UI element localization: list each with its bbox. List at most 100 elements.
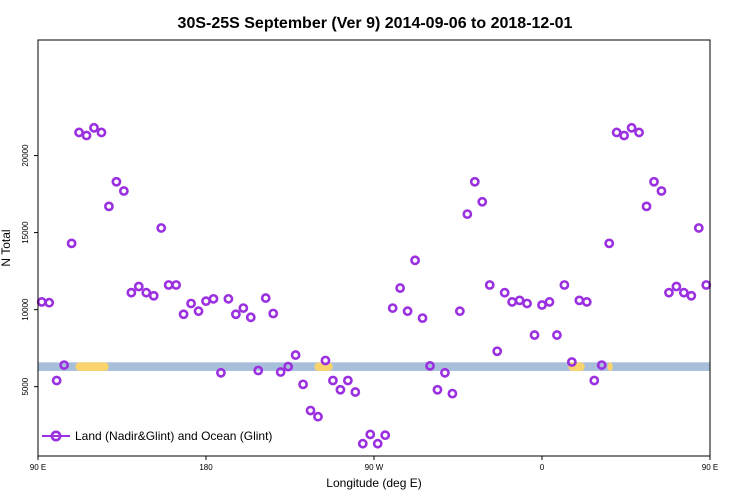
data-point	[507, 297, 518, 307]
data-point	[342, 375, 353, 386]
data-point	[260, 293, 271, 303]
data-point	[148, 290, 159, 301]
data-point	[664, 287, 674, 298]
data-point	[469, 176, 480, 187]
data-point	[201, 296, 211, 307]
data-point	[238, 303, 249, 313]
coverage-band	[38, 362, 710, 371]
legend: Land (Nadir&Glint) and Ocean (Glint)	[42, 429, 272, 443]
x-tick-label: 90 W	[365, 463, 384, 472]
data-point	[193, 306, 204, 317]
data-point	[81, 130, 92, 141]
data-point	[298, 379, 308, 390]
legend-label: Land (Nadir&Glint) and Ocean (Glint)	[75, 429, 272, 443]
data-point	[163, 280, 174, 290]
data-point	[410, 255, 420, 266]
data-point	[133, 281, 144, 292]
data-point	[537, 300, 547, 310]
data-point	[305, 405, 316, 416]
data-point	[223, 293, 234, 304]
data-point	[395, 283, 406, 293]
data-point	[89, 122, 99, 133]
data-point	[611, 127, 622, 138]
data-point	[126, 287, 137, 298]
data-point	[51, 375, 62, 386]
data-point	[649, 176, 659, 187]
data-point	[559, 280, 570, 290]
data-point	[514, 295, 525, 306]
data-point	[552, 330, 562, 340]
band-land-segment	[607, 362, 613, 371]
data-point	[275, 367, 286, 377]
data-point	[335, 384, 346, 395]
data-point	[693, 223, 704, 233]
data-point	[417, 313, 428, 324]
x-axis-label: Longitude (deg E)	[326, 476, 421, 490]
y-axis-ticks: 5000 10000 15000 20000	[21, 144, 38, 396]
x-tick-label: 90 E	[702, 463, 718, 472]
data-point	[387, 303, 398, 313]
x-tick-label: 180	[199, 463, 213, 472]
data-point	[529, 330, 540, 340]
data-point	[462, 209, 473, 220]
data-point	[574, 295, 585, 306]
data-point	[619, 130, 630, 141]
data-point	[372, 438, 383, 449]
data-point	[604, 238, 615, 249]
y-tick-label: 15000	[21, 221, 30, 244]
data-point	[701, 280, 712, 290]
data-points	[36, 122, 712, 449]
data-point	[44, 297, 55, 308]
data-point	[104, 201, 114, 212]
data-point	[454, 306, 465, 317]
data-point	[447, 388, 458, 399]
data-point	[581, 297, 592, 307]
data-point	[440, 367, 450, 378]
data-point	[566, 357, 577, 367]
data-point	[141, 287, 152, 298]
data-point	[641, 201, 652, 212]
data-point	[425, 360, 435, 371]
data-point	[365, 429, 376, 440]
x-tick-label: 0	[540, 463, 545, 472]
band-land-segment	[75, 362, 109, 371]
data-point	[96, 127, 107, 138]
data-point	[656, 186, 667, 196]
data-point	[290, 350, 301, 360]
y-tick-label: 20000	[21, 144, 30, 167]
data-point	[253, 365, 264, 376]
data-point	[499, 287, 510, 298]
data-point	[544, 297, 555, 307]
data-point	[320, 355, 331, 366]
data-point	[283, 361, 294, 372]
data-point	[36, 297, 47, 307]
data-point	[477, 196, 488, 207]
data-point	[484, 280, 495, 290]
data-point	[634, 127, 644, 138]
x-tick-label: 90 E	[30, 463, 46, 472]
data-point	[268, 308, 279, 319]
band-ocean	[38, 362, 710, 371]
data-point	[230, 309, 241, 320]
data-point	[111, 176, 122, 187]
data-point	[686, 290, 697, 301]
data-point	[245, 312, 256, 323]
legend-marker	[50, 430, 62, 442]
data-point	[589, 375, 600, 386]
x-axis-ticks: 90 E 180 90 W 0 90 E	[30, 456, 718, 472]
data-point	[156, 223, 167, 233]
data-point	[522, 298, 532, 309]
data-point	[178, 309, 189, 320]
data-point	[313, 411, 323, 422]
y-tick-label: 10000	[21, 298, 30, 321]
data-point	[492, 346, 503, 357]
y-tick-label: 5000	[21, 377, 30, 395]
data-point	[208, 293, 219, 304]
data-point	[350, 387, 361, 397]
chart-title: 30S-25S September (Ver 9) 2014-09-06 to …	[178, 15, 573, 32]
data-point	[186, 298, 196, 309]
data-point	[671, 281, 682, 292]
data-point	[380, 430, 391, 441]
data-point	[328, 375, 338, 386]
